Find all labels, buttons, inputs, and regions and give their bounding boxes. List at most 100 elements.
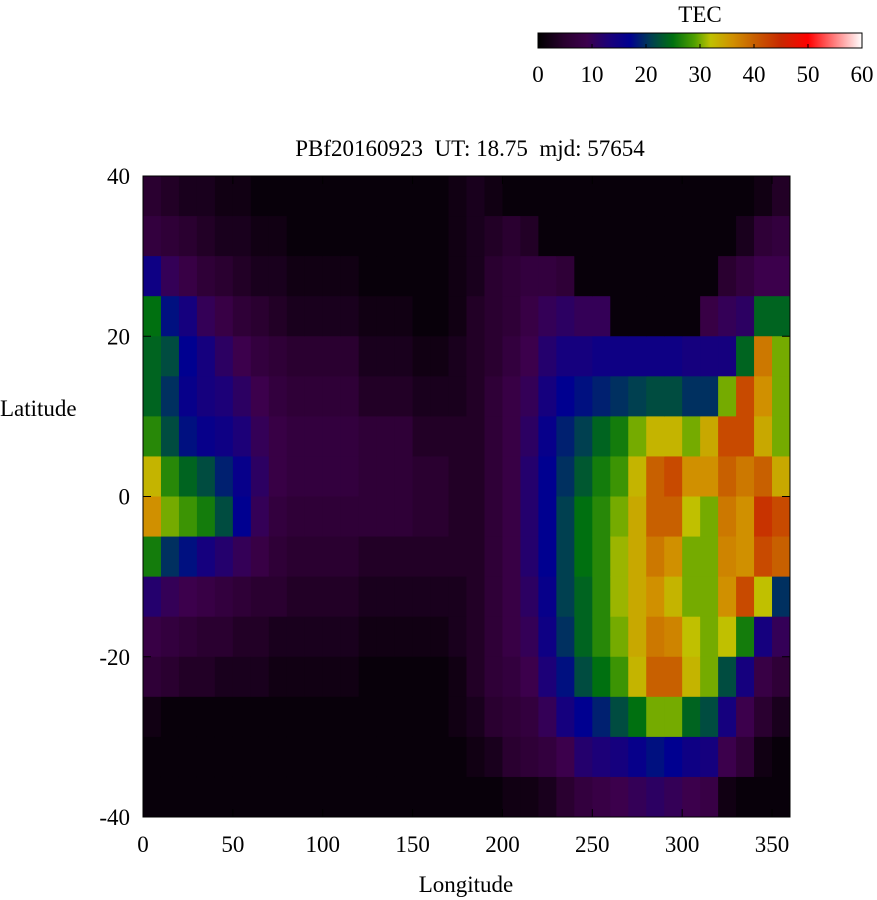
heatmap-cell <box>448 416 467 457</box>
heatmap-cell <box>250 376 270 417</box>
x-tick-label: 200 <box>485 832 520 857</box>
heatmap-cell <box>502 256 521 297</box>
heatmap-cell <box>484 536 503 578</box>
heatmap-cell <box>628 416 647 457</box>
heatmap-cell <box>574 536 593 578</box>
heatmap-cell <box>682 376 701 417</box>
heatmap-cell <box>286 176 306 217</box>
heatmap-cell <box>394 416 414 457</box>
heatmap-cell <box>304 536 324 578</box>
heatmap-cell <box>646 256 665 297</box>
heatmap-cell <box>700 216 719 257</box>
heatmap-cell <box>250 656 270 698</box>
heatmap-cell <box>196 736 216 778</box>
heatmap-cell <box>196 456 216 497</box>
heatmap-cell <box>700 256 719 297</box>
colorbar-tick-label: 50 <box>797 62 820 87</box>
heatmap-cell <box>736 736 755 778</box>
heatmap-cell <box>304 696 324 738</box>
heatmap-cell <box>430 216 450 257</box>
heatmap-cell <box>628 216 647 257</box>
heatmap-cell <box>520 576 539 618</box>
heatmap-cell <box>143 416 162 457</box>
heatmap-cell <box>664 216 683 257</box>
colorbar-tick-label: 60 <box>851 62 874 87</box>
heatmap-cell <box>754 696 773 738</box>
heatmap-cell <box>502 536 521 578</box>
heatmap-cell <box>358 376 378 417</box>
heatmap-cell <box>538 736 557 778</box>
heatmap-cell <box>736 576 755 618</box>
heatmap-cell <box>304 576 324 618</box>
heatmap-cell <box>232 736 252 778</box>
heatmap-cell <box>268 736 288 778</box>
heatmap-cell <box>502 496 521 538</box>
heatmap-cell <box>430 616 450 658</box>
heatmap-cell <box>502 776 521 818</box>
heatmap-cell <box>286 216 306 257</box>
heatmap-cell <box>502 576 521 618</box>
heatmap-cell <box>412 736 432 778</box>
heatmap-cell <box>143 696 162 738</box>
heatmap-cell <box>430 456 450 497</box>
heatmap-cell <box>466 216 485 257</box>
heatmap-cell <box>412 536 432 578</box>
heatmap-cell <box>160 336 180 377</box>
heatmap-cell <box>430 416 450 457</box>
heatmap-cell <box>394 696 414 738</box>
heatmap-cell <box>484 576 503 618</box>
heatmap-cell <box>772 376 791 417</box>
heatmap-cell <box>610 296 629 337</box>
heatmap-cell <box>628 736 647 778</box>
heatmap-cell <box>358 656 378 698</box>
heatmap-cell <box>736 496 755 538</box>
heatmap-cell <box>286 656 306 698</box>
heatmap-cell <box>304 336 324 377</box>
heatmap-cell <box>322 496 342 538</box>
heatmap-cell <box>376 176 396 217</box>
heatmap-cell <box>286 296 306 337</box>
heatmap-cell <box>340 336 360 377</box>
heatmap-cell <box>700 376 719 417</box>
heatmap-cell <box>574 416 593 457</box>
heatmap-cell <box>682 216 701 257</box>
x-tick-label: 0 <box>137 832 149 857</box>
heatmap-cell <box>502 416 521 457</box>
heatmap-cell <box>772 456 791 497</box>
heatmap-cell <box>466 296 485 337</box>
y-tick-label: 20 <box>107 324 130 349</box>
heatmap-cell <box>664 496 683 538</box>
heatmap-cell <box>592 336 611 377</box>
heatmap-cell <box>394 376 414 417</box>
heatmap-cell <box>466 616 485 658</box>
heatmap-cell <box>772 696 791 738</box>
heatmap-cell <box>394 576 414 618</box>
heatmap-cell <box>592 256 611 297</box>
heatmap-cell <box>538 336 557 377</box>
heatmap-cell <box>700 576 719 618</box>
heatmap-cell <box>754 536 773 578</box>
heatmap-cell <box>250 416 270 457</box>
heatmap-cell <box>232 176 252 217</box>
heatmap-cell <box>214 696 234 738</box>
heatmap-cell <box>664 736 683 778</box>
heatmap-cell <box>143 336 162 377</box>
x-axis-ticks: 0 50 100 150 200 250 300 350 <box>137 176 789 857</box>
heatmap-cell <box>394 736 414 778</box>
heatmap-cell <box>376 336 396 377</box>
x-axis-label: Longitude <box>419 872 514 897</box>
heatmap-cell <box>538 216 557 257</box>
heatmap-cell <box>646 776 665 818</box>
heatmap-cell <box>574 296 593 337</box>
heatmap-cell <box>556 536 575 578</box>
heatmap-cell <box>214 616 234 658</box>
heatmap-cell <box>592 536 611 578</box>
heatmap-cell <box>232 496 252 538</box>
heatmap-cell <box>304 296 324 337</box>
heatmap-cell <box>700 736 719 778</box>
heatmap-cell <box>700 336 719 377</box>
heatmap-cell <box>376 456 396 497</box>
heatmap-cell <box>502 696 521 738</box>
heatmap-cell <box>538 616 557 658</box>
